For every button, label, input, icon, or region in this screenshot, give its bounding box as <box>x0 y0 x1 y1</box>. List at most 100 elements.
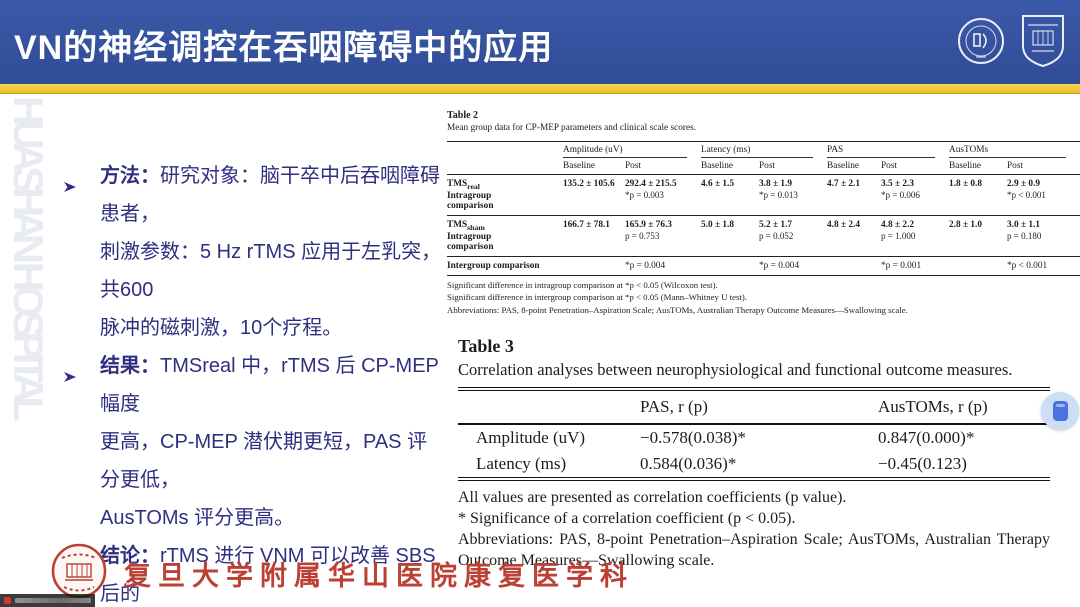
column-header: AusTOMs, r (p) <box>878 389 1050 425</box>
bullet-label: 方法： <box>100 165 160 187</box>
table-cell: 166.7 ± 78.1 <box>563 219 610 230</box>
annotation-tool-icon <box>1052 401 1068 421</box>
table2-row-tms-real: TMSreal Intragroup comparison 135.2 ± 10… <box>447 175 1080 216</box>
bullet-text: TMSreal 中，rTMS 后 CP-MEP 幅度 更高，CP-MEP 潜伏期… <box>100 355 439 529</box>
table2-group-header: AusTOMs <box>949 142 1080 158</box>
table2-corner-cell <box>447 142 563 159</box>
table-cell: 4.6 ± 1.5 <box>701 179 734 189</box>
table2-caption: Mean group data for CP-MEP parameters an… <box>447 123 697 133</box>
slide-footer: 复旦大学附属华山医院康复医学科 <box>50 542 634 605</box>
table-cell: *p = 0.004 <box>759 256 827 276</box>
table2-group-header-row: Amplitude (uV) Latency (ms) PAS AusTOMs <box>447 142 1080 159</box>
accent-divider-bar <box>0 84 1080 94</box>
table2-subheader-row: Baseline Post Baseline Post Baseline Pos… <box>447 158 1080 175</box>
table-cell: 4.7 ± 2.1 <box>827 179 860 189</box>
huashan-hospital-logo-icon <box>1020 13 1066 74</box>
column-header: Post <box>625 158 701 175</box>
row-label: TMSreal Intragroup comparison <box>447 179 494 211</box>
bullet-arrow-icon <box>63 359 77 382</box>
table-cell: 0.584(0.036)* <box>640 454 737 473</box>
bullet-method: 方法：研究对象：脑干卒中后吞咽障碍患者， 刺激参数：5 Hz rTMS 应用于左… <box>60 157 446 347</box>
table2-title: Table 2 <box>447 110 479 121</box>
bullet-label: 结论： <box>100 545 160 567</box>
table2-footnote: Abbreviations: PAS, 8-point Penetration–… <box>447 304 908 315</box>
bullet-label: 结果： <box>100 355 160 377</box>
table2-row-intergroup: Intergroup comparison *p = 0.004 *p = 0.… <box>447 256 1080 276</box>
row-label: TMSsham Intragroup comparison <box>447 219 494 252</box>
table-cell: *p = 0.004 <box>625 256 701 276</box>
table3: PAS, r (p) AusTOMs, r (p) Amplitude (uV)… <box>458 387 1050 481</box>
bullet-text: rTMS 进行 VNM 可以改善 SBS 后的 吞咽功能。 <box>100 545 436 605</box>
table-cell: 5.2 ± 1.7 p = 0.052 <box>759 219 794 241</box>
table-cell: 2.9 ± 0.9 *p < 0.001 <box>1007 179 1046 200</box>
table3-corner-cell <box>458 389 640 425</box>
row-label: Latency (ms) <box>476 454 567 473</box>
recording-label-text <box>15 598 91 603</box>
column-header: Post <box>881 158 950 175</box>
table-cell: −0.578(0.038)* <box>640 428 746 447</box>
fudan-university-logo-icon <box>956 16 1006 71</box>
table-cell: 135.2 ± 105.6 <box>563 179 615 189</box>
table-cell <box>949 256 1008 276</box>
table2-footnote: Significant difference in intergroup com… <box>447 292 747 303</box>
huashan-watermark-text: HUASHAN HOSPITAL <box>5 96 52 415</box>
slide-title: VN的神经调控在吞咽障碍中的应用 <box>14 29 554 67</box>
slide-header: VN的神经调控在吞咽障碍中的应用 <box>0 0 1080 84</box>
bullet-conclusion: 结论：rTMS 进行 VNM 可以改善 SBS 后的 吞咽功能。 <box>60 537 446 607</box>
table-cell: 292.4 ± 215.5 *p = 0.003 <box>625 179 677 200</box>
table-cell: 0.847(0.000)* <box>878 428 975 447</box>
table-cell: 1.8 ± 0.8 <box>949 179 983 189</box>
bullet-arrow-icon <box>63 169 77 192</box>
column-header: Post <box>1007 158 1080 175</box>
table3-section: Table 3 Correlation analyses between neu… <box>458 336 1050 571</box>
table2-group-header: Latency (ms) <box>701 142 827 158</box>
table3-footnote: * Significance of a correlation coeffici… <box>458 510 796 528</box>
table-cell <box>827 256 881 276</box>
annotation-floating-button[interactable] <box>1041 392 1079 430</box>
table3-title: Table 3 <box>458 336 514 356</box>
table-cell <box>701 256 759 276</box>
department-name: 复旦大学附属华山医院康复医学科 <box>124 561 634 591</box>
table-cell <box>563 256 625 276</box>
bullet-text: 研究对象：脑干卒中后吞咽障碍患者， 刺激参数：5 Hz rTMS 应用于左乳突，… <box>100 165 442 339</box>
row-label: Intergroup comparison <box>447 256 563 276</box>
table-cell: *p < 0.001 <box>1007 256 1080 276</box>
screen-recording-indicator[interactable] <box>0 594 95 607</box>
bullet-result: 结果：TMSreal 中，rTMS 后 CP-MEP 幅度 更高，CP-MEP … <box>60 347 446 537</box>
table3-header-row: PAS, r (p) AusTOMs, r (p) <box>458 389 1050 425</box>
table-cell: 4.8 ± 2.2 p = 1.000 <box>881 219 916 241</box>
table2: Amplitude (uV) Latency (ms) PAS AusTOMs … <box>447 141 1080 276</box>
bullet-list: 方法：研究对象：脑干卒中后吞咽障碍患者， 刺激参数：5 Hz rTMS 应用于左… <box>60 157 446 607</box>
table2-section: Table 2 Mean group data for CP-MEP param… <box>447 110 1080 317</box>
table-cell: 5.0 ± 1.8 <box>701 219 734 230</box>
record-dot-icon <box>4 597 11 604</box>
table-cell: 2.8 ± 1.0 <box>949 219 983 230</box>
table2-group-header: PAS <box>827 142 949 158</box>
table-cell: 3.8 ± 1.9 *p = 0.013 <box>759 179 798 200</box>
table-cell: 3.0 ± 1.1 p = 0.180 <box>1007 219 1042 241</box>
table-cell: −0.45(0.123) <box>878 454 967 473</box>
table3-footnote: Abbreviations: PAS, 8-point Penetration–… <box>458 531 1050 570</box>
table3-row-amplitude: Amplitude (uV) −0.578(0.038)* 0.847(0.00… <box>458 424 1050 451</box>
column-header: Baseline <box>563 158 625 175</box>
table3-caption: Correlation analyses between neurophysio… <box>458 360 1013 379</box>
column-header: Post <box>759 158 827 175</box>
column-header: PAS, r (p) <box>640 389 878 425</box>
table-cell: 165.9 ± 76.3 p = 0.753 <box>625 219 672 241</box>
column-header: Baseline <box>949 158 1008 175</box>
table2-group-header: Amplitude (uV) <box>563 142 701 158</box>
table2-row-tms-sham: TMSsham Intragroup comparison 166.7 ± 78… <box>447 215 1080 257</box>
huashan-seal-icon <box>50 542 108 605</box>
column-header: Baseline <box>701 158 759 175</box>
table-cell: 4.8 ± 2.4 <box>827 219 860 230</box>
table3-footnote: All values are presented as correlation … <box>458 489 847 506</box>
table-cell: *p = 0.001 <box>881 256 950 276</box>
table2-footnote: Significant difference in intragroup com… <box>447 279 718 290</box>
column-header: Baseline <box>827 158 881 175</box>
row-label: Amplitude (uV) <box>476 428 586 447</box>
table-cell: 3.5 ± 2.3 *p = 0.006 <box>881 179 920 200</box>
table2-corner-cell <box>447 158 563 175</box>
table3-row-latency: Latency (ms) 0.584(0.036)* −0.45(0.123) <box>458 451 1050 479</box>
header-logos <box>956 13 1066 74</box>
